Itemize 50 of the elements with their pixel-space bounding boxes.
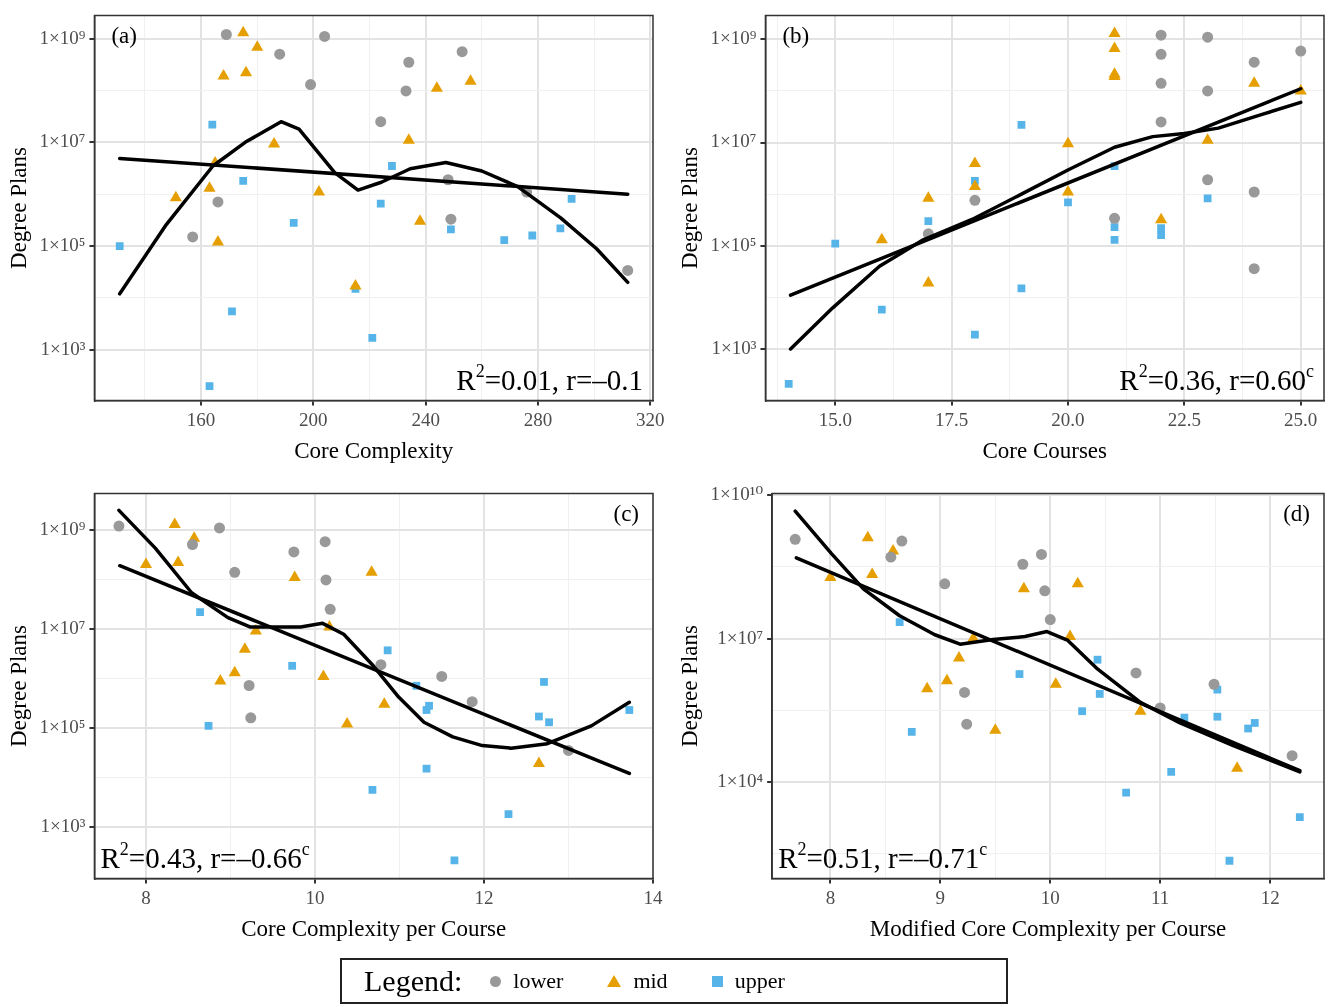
x-tick-label: 12 [474,886,494,908]
y-axis-title: Degree Plans [5,146,31,269]
y-tick-label: 1×10⁷ [717,626,764,648]
x-tick-label: 9 [935,886,946,908]
y-tick-label: 1×10⁷ [39,616,86,638]
y-tick-label: 1×10⁷ [710,130,757,152]
y-tick-label: 1×10⁹ [39,26,86,48]
x-axis-title: Core Courses [982,438,1108,464]
y-tick-label: 1×10³ [711,336,757,358]
annotation: (c) [613,501,639,527]
x-axis-title: Core Complexity per Course [241,916,507,942]
annotation: (a) [111,23,137,49]
legend-title: Legend: [364,964,463,998]
y-tick-label: 1×10⁵ [710,233,757,255]
annotation: (d) [1283,501,1311,527]
y-tick-label: 1×10¹⁰ [710,483,764,505]
x-tick-label: 17.5 [935,408,969,430]
x-tick-label: 15.0 [818,408,852,430]
y-tick-label: 1×10⁵ [39,715,86,737]
y-tick-label: 1×10⁹ [710,27,757,49]
x-axis-title: Modified Core Complexity per Course [869,916,1227,942]
y-axis-title: Degree Plans [5,624,31,747]
x-tick-label: 25.0 [1284,408,1318,430]
x-tick-label: 200 [299,408,328,430]
x-tick-label: 14 [643,886,663,908]
y-axis-title: Degree Plans [676,624,702,747]
y-tick-label: 1×10³ [40,814,86,836]
x-tick-label: 12 [1260,886,1280,908]
legend-label: mid [633,968,668,994]
x-tick-label: 22.5 [1167,408,1201,430]
x-tick-label: 10 [1040,886,1060,908]
y-axis-title: Degree Plans [676,146,702,269]
y-tick-label: 1×10³ [40,337,86,359]
x-tick-label: 8 [141,886,151,908]
x-tick-label: 240 [411,408,440,430]
x-tick-label: 10 [305,886,325,908]
y-tick-label: 1×10⁵ [39,234,86,256]
x-tick-label: 280 [523,408,553,430]
annotation: (b) [782,23,810,49]
x-tick-label: 320 [635,408,665,430]
x-axis-title: Core Complexity [294,438,454,464]
x-tick-label: 20.0 [1051,408,1085,430]
x-tick-label: 11 [1151,886,1170,908]
legend-label: upper [734,968,785,994]
x-tick-label: 160 [186,408,216,430]
legend-label: lower [513,968,564,994]
y-tick-label: 1×10⁴ [717,769,764,791]
y-tick-label: 1×10⁹ [39,518,86,540]
x-tick-label: 8 [825,886,836,908]
y-tick-label: 1×10⁷ [39,130,86,152]
